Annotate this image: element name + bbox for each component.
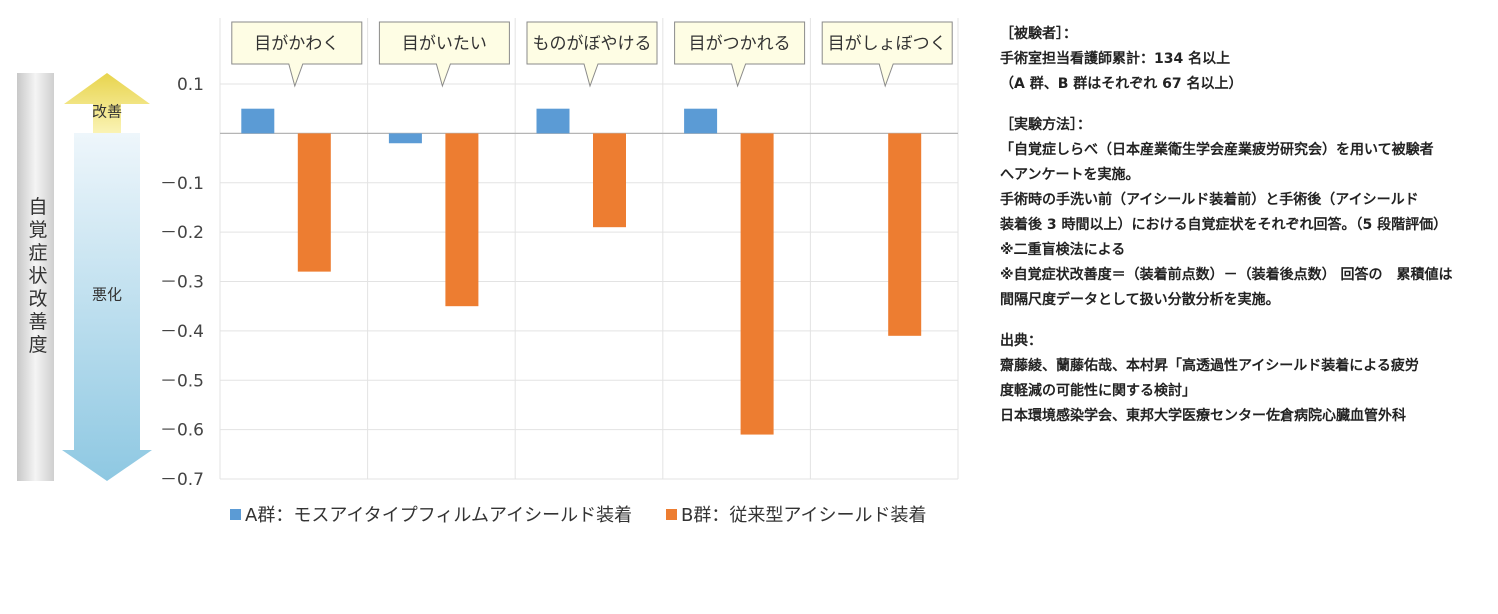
category-callout	[231, 21, 363, 88]
note-source-heading: 出典：	[1000, 333, 1042, 349]
category-callout	[378, 21, 510, 88]
bar-b	[297, 133, 331, 272]
note-subjects-line-1: 手術室担当看護師累計：134 名以上	[1000, 51, 1231, 67]
side-panel	[17, 73, 54, 481]
category-callouts: 目がかわく 目がいたい ものがぼやける 目がつかれる 目がしょぼつく	[231, 21, 953, 88]
bar-b	[445, 133, 479, 307]
y-tick-label: －0.7	[160, 470, 204, 490]
y-tick-label: －0.6	[160, 421, 204, 441]
worsen-label: 悪化	[92, 286, 122, 304]
category-label: 目がしょぼつく	[828, 34, 947, 54]
bar-a	[388, 133, 422, 144]
note-subjects-line-2: （A 群、B 群はそれぞれ 67 名以上）	[1000, 76, 1243, 92]
notes-spacer	[1000, 97, 1490, 113]
bar-a	[536, 108, 570, 134]
bar-b	[888, 133, 922, 336]
bar-a	[241, 108, 275, 134]
bar-b	[740, 133, 774, 435]
category-label: 目がいたい	[402, 34, 487, 54]
legend: A群：モスアイタイプフィルムアイシールド装着 B群：従来型アイシールド装着	[230, 505, 926, 526]
y-tick-label: －0.1	[160, 174, 204, 194]
y-tick-label: －0.2	[160, 223, 204, 243]
bars	[241, 108, 922, 435]
note-method-heading: ［実験方法］：	[1000, 117, 1091, 133]
improve-label: 改善	[92, 103, 122, 121]
category-label: 目がかわく	[254, 34, 339, 54]
grid	[219, 18, 959, 480]
note-method-line-1: 「自覚症しらべ（日本産業衛生学会産業疲労研究会）を用いて被験者	[1000, 142, 1434, 158]
worsen-arrow-icon	[62, 133, 152, 481]
y-axis-label: 自覚症状改善度	[26, 196, 48, 357]
note-source-line-3: 日本環境感染学会、東邦大学医療センター佐倉病院心臓血管外科	[1000, 408, 1406, 424]
y-tick-label: 0.1	[177, 75, 204, 95]
notes-spacer	[1000, 313, 1490, 329]
y-tick-label: －0.3	[160, 273, 204, 293]
note-method-line-2: へアンケートを実施。	[1000, 167, 1140, 183]
category-callout	[821, 21, 953, 88]
category-label: ものがぼやける	[533, 34, 652, 54]
y-tick-label: －0.4	[160, 322, 204, 342]
legend-label: B群：従来型アイシールド装着	[681, 505, 926, 526]
notes-panel: ［被験者］： 手術室担当看護師累計：134 名以上 （A 群、B 群はそれぞれ 67…	[1000, 22, 1490, 429]
legend-swatch	[666, 509, 677, 520]
bar-a	[684, 108, 718, 134]
note-method-line-5: ※二重盲検法による	[1000, 242, 1126, 258]
y-axis: 0.1 －0.1 －0.2 －0.3 －0.4 －0.5 －0.6 －0.7	[160, 75, 204, 490]
category-callout	[526, 21, 658, 88]
improve-arrow-icon	[64, 73, 150, 133]
note-subjects-heading: ［被験者］：	[1000, 26, 1077, 42]
note-method-line-4: 装着後 3 時間以上）における自覚症状をそれぞれ回答。（5 段階評価）	[1000, 217, 1448, 233]
note-method-line-7: 間隔尺度データとして扱い分散分析を実施。	[1000, 292, 1280, 308]
bar-b	[593, 133, 626, 228]
note-method-line-6: ※自覚症状改善度＝（装着前点数）－（装着後点数） 回答の 累積値は	[1000, 267, 1453, 283]
legend-swatch	[230, 509, 241, 520]
category-label: 目がつかれる	[689, 34, 791, 54]
y-tick-label: －0.5	[160, 371, 204, 391]
note-source-line-2: 度軽減の可能性に関する検討」	[1000, 383, 1196, 399]
category-callout	[674, 21, 806, 88]
note-method-line-3: 手術時の手洗い前（アイシールド装着前）と手術後（アイシールド	[1000, 192, 1419, 208]
chart: 自覚症状改善度 改善 悪化 0.1 －0.1 －0.2 －0.3 －0.4 －0.5 －0.…	[17, 18, 959, 526]
note-source-line-1: 齋藤綾、蘭藤佑哉、本村昇「高透過性アイシールド装着による疲労	[1000, 358, 1419, 374]
legend-label: A群：モスアイタイプフィルムアイシールド装着	[245, 505, 632, 526]
